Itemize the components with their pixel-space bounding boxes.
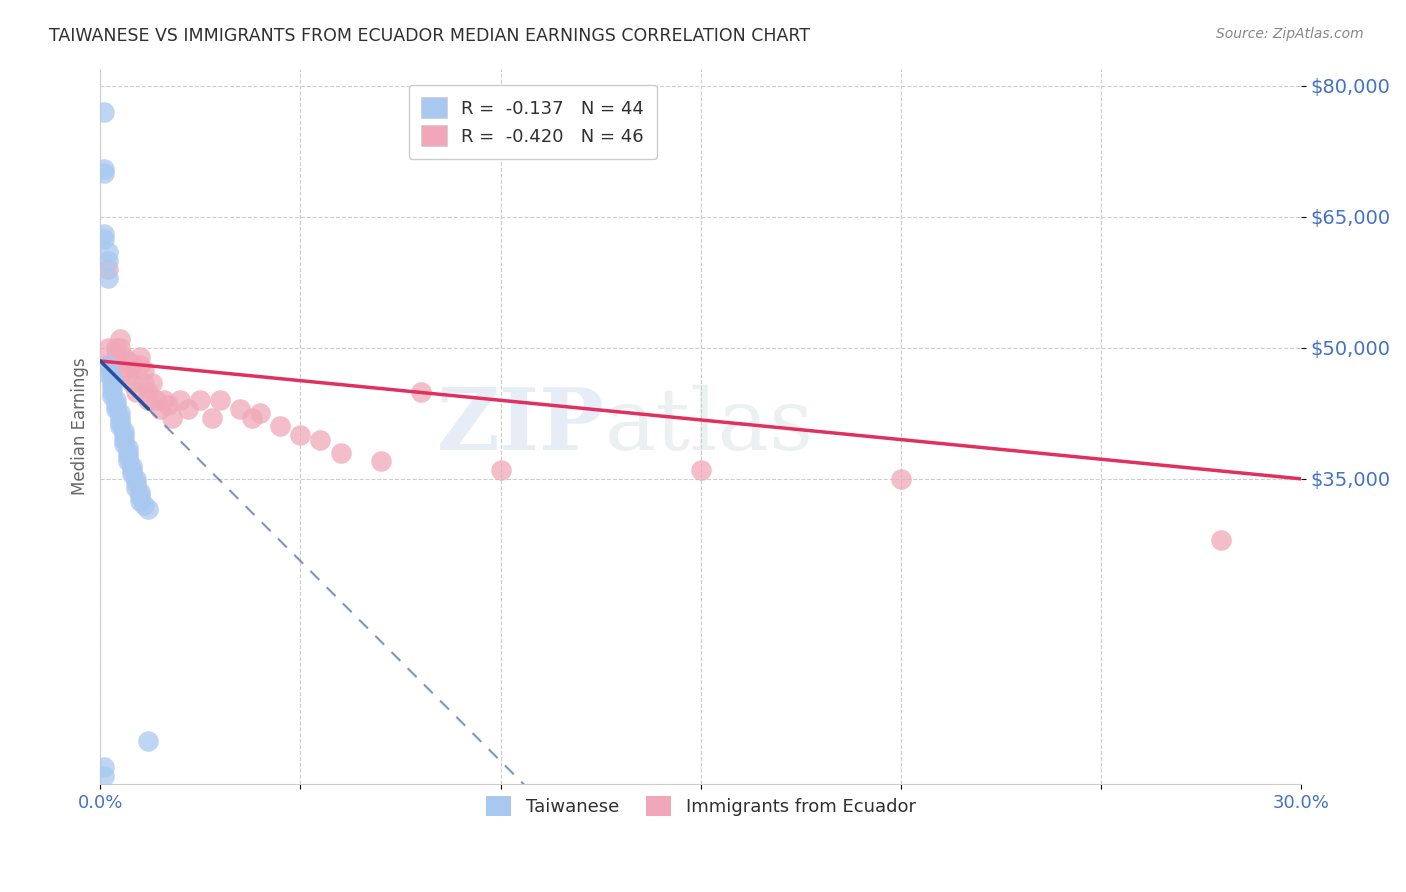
- Point: [93, 161, 115, 176]
- Y-axis label: Median Earnings: Median Earnings: [72, 358, 89, 495]
- Text: TAIWANESE VS IMMIGRANTS FROM ECUADOR MEDIAN EARNINGS CORRELATION CHART: TAIWANESE VS IMMIGRANTS FROM ECUADOR MED…: [49, 27, 810, 45]
- Point: [890, 472, 912, 486]
- Point: [105, 402, 128, 417]
- Point: [110, 406, 132, 420]
- Point: [138, 384, 160, 399]
- Point: [125, 476, 148, 491]
- Point: [129, 493, 152, 508]
- Point: [145, 393, 167, 408]
- Point: [138, 733, 160, 747]
- Point: [117, 450, 139, 464]
- Point: [110, 341, 132, 355]
- Text: Source: ZipAtlas.com: Source: ZipAtlas.com: [1216, 27, 1364, 41]
- Point: [129, 485, 152, 500]
- Point: [1209, 533, 1232, 547]
- Point: [112, 362, 135, 376]
- Point: [93, 760, 115, 774]
- Point: [149, 402, 172, 417]
- Point: [121, 467, 143, 482]
- Point: [112, 433, 135, 447]
- Point: [93, 227, 115, 242]
- Point: [177, 402, 200, 417]
- Point: [129, 350, 152, 364]
- Point: [229, 402, 252, 417]
- Point: [93, 359, 115, 373]
- Point: [101, 359, 124, 373]
- Point: [93, 232, 115, 246]
- Point: [134, 362, 156, 376]
- Point: [97, 271, 120, 285]
- Point: [97, 262, 120, 277]
- Point: [129, 489, 152, 503]
- Point: [117, 354, 139, 368]
- Point: [101, 376, 124, 390]
- Point: [117, 367, 139, 381]
- Point: [93, 105, 115, 120]
- Point: [121, 376, 143, 390]
- Point: [101, 371, 124, 385]
- Point: [309, 433, 332, 447]
- Point: [157, 398, 180, 412]
- Point: [101, 367, 124, 381]
- Point: [117, 445, 139, 459]
- Point: [105, 350, 128, 364]
- Point: [101, 384, 124, 399]
- Point: [110, 410, 132, 425]
- Point: [105, 341, 128, 355]
- Point: [112, 350, 135, 364]
- Point: [110, 332, 132, 346]
- Point: [249, 406, 271, 420]
- Point: [489, 463, 512, 477]
- Point: [97, 253, 120, 268]
- Legend: Taiwanese, Immigrants from Ecuador: Taiwanese, Immigrants from Ecuador: [477, 787, 925, 825]
- Point: [242, 410, 264, 425]
- Point: [129, 359, 152, 373]
- Point: [110, 419, 132, 434]
- Point: [162, 410, 184, 425]
- Text: atlas: atlas: [605, 384, 814, 468]
- Point: [97, 367, 120, 381]
- Point: [110, 415, 132, 429]
- Point: [153, 393, 176, 408]
- Point: [138, 502, 160, 516]
- Point: [101, 389, 124, 403]
- Point: [125, 472, 148, 486]
- Point: [117, 454, 139, 468]
- Point: [201, 410, 224, 425]
- Point: [329, 445, 352, 459]
- Point: [112, 437, 135, 451]
- Point: [93, 166, 115, 180]
- Point: [121, 458, 143, 473]
- Point: [125, 481, 148, 495]
- Point: [93, 769, 115, 783]
- Point: [112, 428, 135, 442]
- Point: [97, 244, 120, 259]
- Point: [121, 359, 143, 373]
- Point: [121, 463, 143, 477]
- Point: [290, 428, 312, 442]
- Point: [101, 380, 124, 394]
- Point: [209, 393, 232, 408]
- Point: [112, 424, 135, 438]
- Point: [134, 376, 156, 390]
- Point: [190, 393, 212, 408]
- Point: [125, 384, 148, 399]
- Point: [117, 442, 139, 456]
- Point: [409, 384, 432, 399]
- Point: [105, 398, 128, 412]
- Point: [689, 463, 711, 477]
- Point: [169, 393, 191, 408]
- Point: [370, 454, 392, 468]
- Point: [97, 359, 120, 373]
- Point: [134, 498, 156, 512]
- Point: [97, 341, 120, 355]
- Point: [141, 376, 163, 390]
- Text: ZIP: ZIP: [437, 384, 605, 468]
- Point: [105, 393, 128, 408]
- Point: [138, 393, 160, 408]
- Point: [269, 419, 291, 434]
